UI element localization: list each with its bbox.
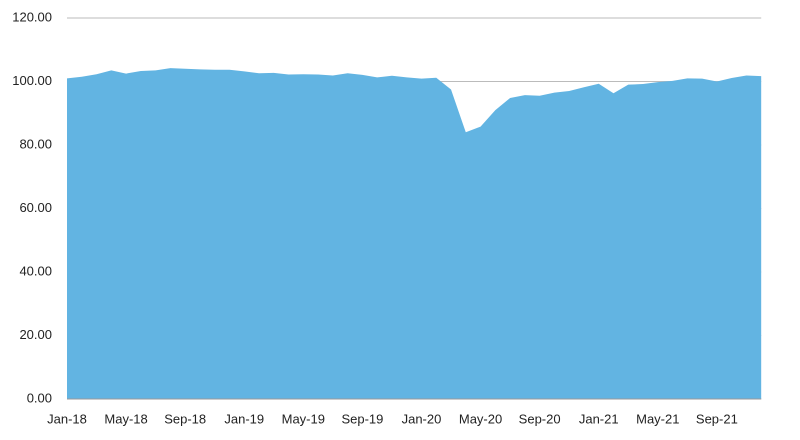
y-tick-label: 120.00 [12, 9, 52, 24]
area [67, 68, 762, 399]
x-tick-label: Sep-21 [696, 411, 738, 426]
y-tick-label: 40.00 [19, 263, 52, 278]
x-tick-label: Sep-18 [164, 411, 206, 426]
x-tick-label: Jan-20 [402, 411, 442, 426]
y-tick-label: 60.00 [19, 200, 52, 215]
x-tick-label: May-20 [459, 411, 502, 426]
y-tick-label: 20.00 [19, 327, 52, 342]
y-tick-label: 100.00 [12, 73, 52, 88]
x-tick-label: May-21 [636, 411, 679, 426]
x-tick-label: Jan-19 [224, 411, 264, 426]
y-tick-label: 80.00 [19, 136, 52, 151]
x-tick-label: Jan-18 [47, 411, 87, 426]
y-tick-label: 0.00 [27, 390, 52, 405]
x-tick-label: May-19 [282, 411, 325, 426]
x-tick-label: Sep-19 [341, 411, 383, 426]
x-tick-label: Jan-21 [579, 411, 619, 426]
x-tick-label: Sep-20 [519, 411, 561, 426]
x-tick-label: May-18 [104, 411, 147, 426]
